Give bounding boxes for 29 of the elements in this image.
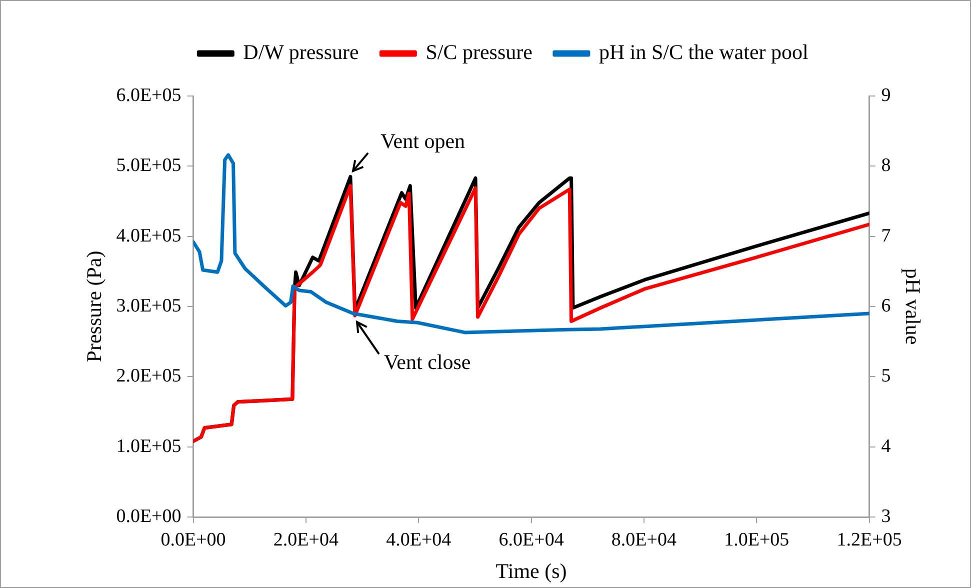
y-tick-label: 5.0E+05: [116, 155, 182, 176]
y-tick-label: 6.0E+05: [116, 84, 182, 106]
y2-axis-title: pH value: [900, 268, 925, 345]
y-tick-label: 3.0E+05: [116, 295, 182, 316]
x-tick-label: 1.2E+05: [836, 529, 902, 550]
y2-tick-label: 8: [881, 155, 891, 176]
y2-tick-label: 5: [881, 366, 891, 387]
y2-tick-label: 4: [881, 436, 892, 457]
x-tick-label: 4.0E+04: [386, 529, 452, 550]
y-tick-label: 1.0E+05: [116, 436, 182, 457]
annotation: Vent open: [380, 129, 466, 154]
y-axis-title: Pressure (Pa): [82, 250, 106, 362]
y-tick-label: 0.0E+00: [116, 506, 182, 527]
legend-label: S/C pressure: [426, 40, 532, 64]
x-axis-title: Time (s): [496, 558, 567, 583]
x-tick-label: 8.0E+04: [611, 529, 677, 550]
x-tick-label: 1.0E+05: [724, 529, 790, 550]
x-tick-label: 6.0E+04: [498, 529, 564, 550]
y2-tick-label: 3: [881, 506, 891, 527]
y2-tick-label: 7: [881, 225, 891, 246]
y2-tick-label: 6: [881, 295, 891, 316]
legend-label: D/W pressure: [243, 40, 359, 64]
legend-label: pH in S/C the water pool: [598, 40, 809, 64]
y-tick-label: 2.0E+05: [116, 366, 182, 387]
annotation: Vent close: [384, 350, 471, 374]
y2-tick-label: 9: [881, 84, 891, 106]
x-tick-label: 0.0E+00: [160, 529, 226, 550]
x-tick-label: 2.0E+04: [273, 529, 339, 550]
y-tick-label: 4.0E+05: [116, 225, 182, 246]
